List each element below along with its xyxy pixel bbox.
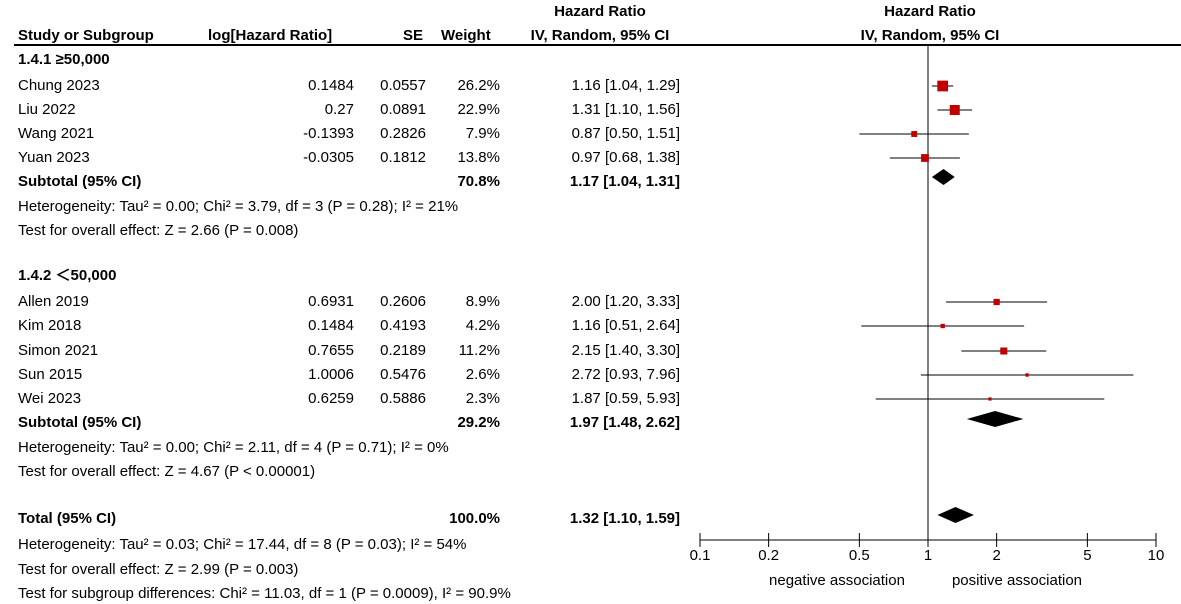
study-name: Sun 2015 [18,366,83,383]
subgroup-title: 1.4.1 ≥50,000 [18,51,110,68]
study-loghr: 0.6931 [308,293,354,310]
x-tick-label: 10 [1148,547,1165,564]
study-weight: 22.9% [457,101,500,118]
study-ci: 0.97 [0.68, 1.38] [571,149,680,166]
subtotal-weight: 29.2% [457,414,500,431]
study-ci: 0.87 [0.50, 1.51] [571,125,680,142]
study-se: 0.5886 [380,390,426,407]
subtotal-weight: 70.8% [457,173,500,190]
study-se: 0.2189 [380,342,426,359]
study-name: Allen 2019 [18,293,89,310]
study-marker [911,131,918,137]
x-label-negative: negative association [769,572,905,589]
study-weight: 2.6% [465,366,500,383]
pooled-diamond [931,169,955,185]
study-se: 0.1812 [380,149,426,166]
total-label: Total (95% CI) [18,510,117,527]
x-tick-label: 2 [992,547,1000,564]
overall-effect-text: Test for overall effect: Z = 4.67 (P < 0… [18,463,316,480]
x-label-positive: positive association [952,572,1082,589]
study-se: 0.4193 [380,317,426,334]
study-ci: 2.15 [1.40, 3.30] [571,342,680,359]
study-ci: 1.16 [1.04, 1.29] [571,77,680,94]
heterogeneity-text: Heterogeneity: Tau² = 0.00; Chi² = 3.79,… [18,198,459,215]
study-marker [993,298,1000,306]
study-marker [921,154,929,162]
study-name: Yuan 2023 [18,149,90,166]
plot-title: Hazard Ratio [884,3,976,20]
study-ci: 1.31 [1.10, 1.56] [571,101,680,118]
header-weight: Weight [441,27,491,44]
study-marker [940,323,945,329]
plot-method: IV, Random, 95% CI [860,27,1000,44]
heterogeneity-text: Heterogeneity: Tau² = 0.00; Chi² = 2.11,… [18,439,449,456]
x-tick-label: 0.1 [690,547,711,564]
study-marker [988,397,992,401]
x-tick-label: 5 [1083,547,1091,564]
header-hr-title: Hazard Ratio [554,3,646,20]
header-loghr: log[Hazard Ratio] [208,27,333,44]
x-tick-label: 0.2 [758,547,779,564]
study-se: 0.2606 [380,293,426,310]
study-ci: 1.16 [0.51, 2.64] [571,317,680,334]
study-ci: 1.87 [0.59, 5.93] [571,390,680,407]
header-study: Study or Subgroup [18,27,154,44]
study-name: Chung 2023 [18,77,100,94]
study-loghr: 1.0006 [308,366,354,383]
x-tick-label: 1 [924,547,932,564]
study-weight: 2.3% [465,390,500,407]
overall-effect-text: Test for overall effect: Z = 2.66 (P = 0… [18,222,299,239]
subgroup-title: 1.4.2 ＜50,000 [18,267,117,284]
subtotal-ci: 1.17 [1.04, 1.31] [569,173,680,190]
subgroup-difference-text: Test for subgroup differences: Chi² = 11… [18,585,511,602]
study-ci: 2.72 [0.93, 7.96] [571,366,680,383]
study-loghr: 0.6259 [308,390,354,407]
study-loghr: -0.1393 [303,125,354,142]
study-weight: 8.9% [465,293,500,310]
total-overall-effect-text: Test for overall effect: Z = 2.99 (P = 0… [18,561,299,578]
x-tick-label: 0.5 [849,547,870,564]
study-ci: 2.00 [1.20, 3.33] [571,293,680,310]
header-rule [14,44,1181,46]
study-loghr: -0.0305 [303,149,354,166]
study-se: 0.0557 [380,77,426,94]
study-name: Simon 2021 [18,342,99,359]
pooled-diamond [937,507,974,523]
study-loghr: 0.7655 [308,342,354,359]
total-weight: 100.0% [449,510,500,527]
subtotal-label: Subtotal (95% CI) [18,173,142,190]
study-se: 0.0891 [380,101,426,118]
study-name: Kim 2018 [18,317,82,334]
study-loghr: 0.27 [324,101,354,118]
study-weight: 11.2% [458,342,500,359]
study-marker [937,80,949,92]
study-name: Wang 2021 [18,125,95,142]
header-hr-method: IV, Random, 95% CI [530,27,670,44]
subtotal-ci: 1.97 [1.48, 2.62] [569,414,680,431]
study-loghr: 0.1484 [308,77,354,94]
pooled-diamond [966,411,1024,427]
study-weight: 13.8% [457,149,500,166]
total-heterogeneity-text: Heterogeneity: Tau² = 0.03; Chi² = 17.44… [18,536,467,553]
study-weight: 7.9% [465,125,500,142]
study-name: Wei 2023 [18,390,82,407]
study-name: Liu 2022 [18,101,76,118]
study-se: 0.2826 [380,125,426,142]
study-loghr: 0.1484 [308,317,354,334]
study-weight: 4.2% [465,317,500,334]
study-marker [1000,347,1008,355]
study-marker [949,104,960,116]
study-se: 0.5476 [380,366,426,383]
study-weight: 26.2% [457,77,500,94]
subtotal-label: Subtotal (95% CI) [18,414,142,431]
total-ci: 1.32 [1.10, 1.59] [569,510,680,527]
header-se: SE [403,27,424,44]
study-marker [1025,373,1029,377]
